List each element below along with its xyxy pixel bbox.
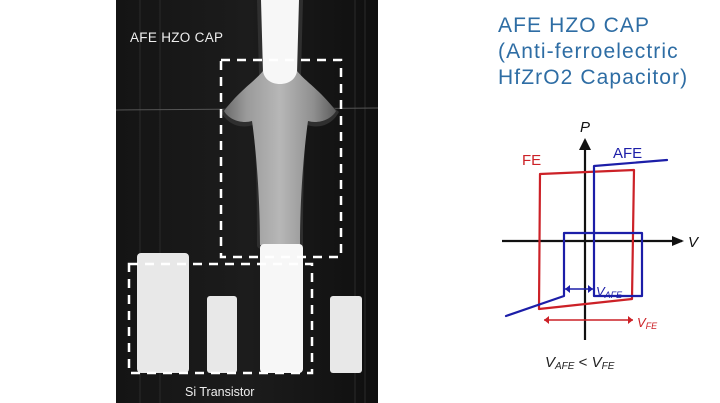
svg-text:FE: FE [522,152,541,169]
svg-text:HfZrO2 Capacitor): HfZrO2 Capacitor) [498,66,688,89]
svg-text:AFE HZO CAP: AFE HZO CAP [130,30,223,45]
svg-text:AFE HZO CAP: AFE HZO CAP [498,14,650,37]
svg-text:(Anti-ferroelectric: (Anti-ferroelectric [498,40,679,63]
svg-text:Si Transistor: Si Transistor [185,385,254,399]
svg-text:V: V [688,234,700,251]
svg-text:P: P [580,119,590,136]
svg-text:AFE: AFE [613,145,642,162]
svg-text:VAFE: VAFE [596,284,623,300]
svg-text:VFE: VFE [637,315,658,331]
svg-text:VAFE < VFE: VAFE < VFE [545,354,615,372]
